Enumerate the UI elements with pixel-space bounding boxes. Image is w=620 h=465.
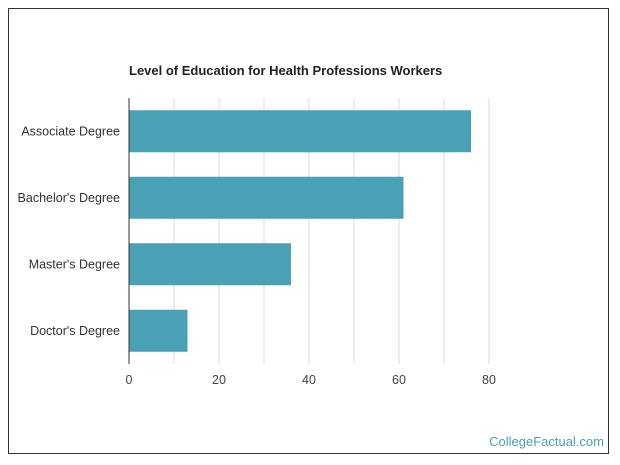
- bar: [129, 309, 188, 352]
- bar: [129, 243, 291, 286]
- category-label: Bachelor's Degree: [18, 191, 120, 205]
- x-tick-label: 0: [126, 373, 133, 387]
- chart-title: Level of Education for Health Profession…: [129, 63, 443, 78]
- bar: [129, 110, 471, 153]
- x-tick-label: 20: [212, 373, 226, 387]
- category-label: Doctor's Degree: [30, 324, 120, 338]
- category-label: Master's Degree: [29, 257, 120, 271]
- x-tick-label: 80: [482, 373, 496, 387]
- bar: [129, 176, 404, 219]
- brand-watermark[interactable]: CollegeFactual.com: [489, 434, 604, 449]
- x-tick-label: 40: [302, 373, 316, 387]
- x-tick-label: 60: [392, 373, 406, 387]
- category-label: Associate Degree: [21, 124, 120, 138]
